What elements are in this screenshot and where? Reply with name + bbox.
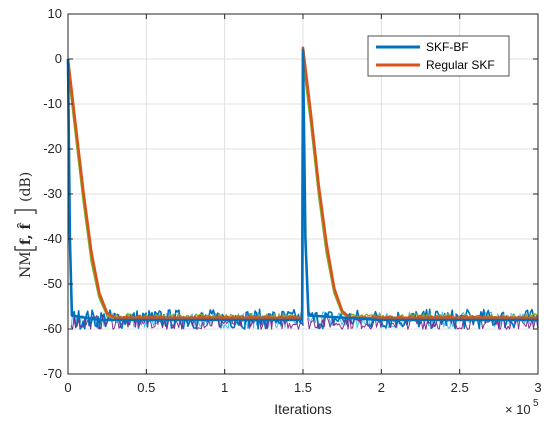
y-tick-labels: 10 0 -10 -20 -30 -40 -50 -60 -70	[43, 6, 62, 381]
y-tick-label: 10	[48, 6, 62, 21]
series-line-skf-bf	[66, 48, 538, 322]
x-tick-label: 0	[64, 380, 71, 395]
y-tick-label: -40	[43, 231, 62, 246]
y-tick-label: -20	[43, 141, 62, 156]
y-title-unit: (dB)	[18, 172, 34, 202]
x-tick-label: 0.5	[137, 380, 155, 395]
y-title-main: NM	[18, 251, 34, 278]
y-axis-title: NM f, f̂ (dB)	[14, 172, 37, 278]
legend-label-skf-bf: SKF-BF	[426, 40, 469, 54]
x-multiplier-base: × 10	[505, 402, 531, 417]
x-tick-label: 3	[534, 380, 541, 395]
x-axis-multiplier: × 10 5	[505, 398, 539, 417]
series-group	[66, 46, 538, 322]
y-tick-label: -60	[43, 321, 62, 336]
legend-box	[367, 35, 510, 77]
x-tick-label: 1	[221, 380, 228, 395]
x-tick-label: 2	[378, 380, 385, 395]
noise-trace-purple	[307, 314, 539, 330]
x-tick-label: 1.5	[294, 380, 312, 395]
y-tick-label: -10	[43, 96, 62, 111]
legend-label-regular-skf: Regular SKF	[426, 58, 495, 72]
x-multiplier-exp: 5	[533, 398, 539, 409]
y-tick-label: -30	[43, 186, 62, 201]
x-tick-label: 2.5	[451, 380, 469, 395]
y-tick-label: -70	[43, 366, 62, 381]
legend: SKF-BF Regular SKF	[367, 35, 510, 77]
x-tick-labels: 0 0.5 1 1.5 2 2.5 3	[64, 380, 541, 395]
tick-marks	[67, 13, 539, 375]
y-tick-label: 0	[55, 51, 62, 66]
y-title-args: f, f̂	[16, 222, 34, 245]
x-axis-title: Iterations	[274, 401, 332, 417]
y-tick-label: -50	[43, 276, 62, 291]
